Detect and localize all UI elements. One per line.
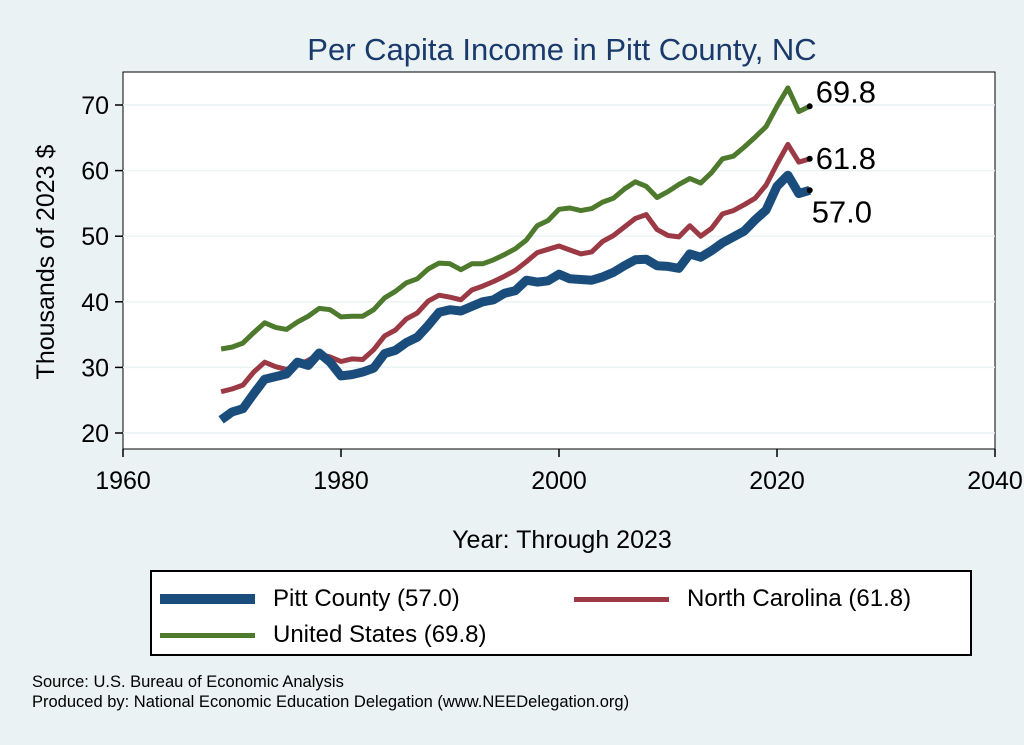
x-tick-label: 2020 <box>749 467 805 495</box>
end-point-north-carolina <box>806 155 813 162</box>
end-label-north-carolina: 61.8 <box>816 141 876 176</box>
x-tick-label: 2040 <box>967 467 1023 495</box>
series-line-united-states <box>220 85 811 352</box>
y-tick-label: 50 <box>81 223 109 251</box>
y-tick-label: 70 <box>81 92 109 120</box>
end-label-pitt-county: 57.0 <box>812 194 872 229</box>
legend-swatch-pitt-county <box>160 594 255 604</box>
legend: Pitt County (57.0) North Carolina (61.8)… <box>150 570 972 656</box>
legend-item-united-states: United States (69.8) <box>160 620 486 650</box>
y-tick-label: 20 <box>81 420 109 448</box>
end-point-united-states <box>806 103 813 110</box>
source-note: Source: U.S. Bureau of Economic Analysis <box>32 673 344 691</box>
legend-item-pitt-county: Pitt County (57.0) <box>160 584 460 614</box>
legend-label-pitt-county: Pitt County (57.0) <box>273 585 460 612</box>
x-tick-label: 1980 <box>313 467 369 495</box>
y-axis-title: Thousands of 2023 $ <box>32 144 60 379</box>
legend-swatch-united-states <box>160 632 255 638</box>
x-tick-label: 2000 <box>531 467 587 495</box>
legend-swatch-north-carolina <box>574 596 669 602</box>
y-tick-label: 60 <box>81 158 109 186</box>
y-tick-label: 40 <box>81 289 109 317</box>
end-label-united-states: 69.8 <box>816 74 876 109</box>
legend-label-north-carolina: North Carolina (61.8) <box>687 585 912 612</box>
x-tick-label: 1960 <box>95 467 151 495</box>
x-axis-title: Year: Through 2023 <box>452 526 672 554</box>
plot-area <box>122 71 996 450</box>
chart-title: Per Capita Income in Pitt County, NC <box>307 32 816 67</box>
legend-label-united-states: United States (69.8) <box>273 621 487 648</box>
y-tick-label: 30 <box>81 354 109 382</box>
end-point-pitt-county <box>806 187 813 194</box>
series-line-pitt-county <box>218 170 812 424</box>
producer-note: Produced by: National Economic Education… <box>32 693 630 711</box>
legend-item-north-carolina: North Carolina (61.8) <box>574 584 911 614</box>
